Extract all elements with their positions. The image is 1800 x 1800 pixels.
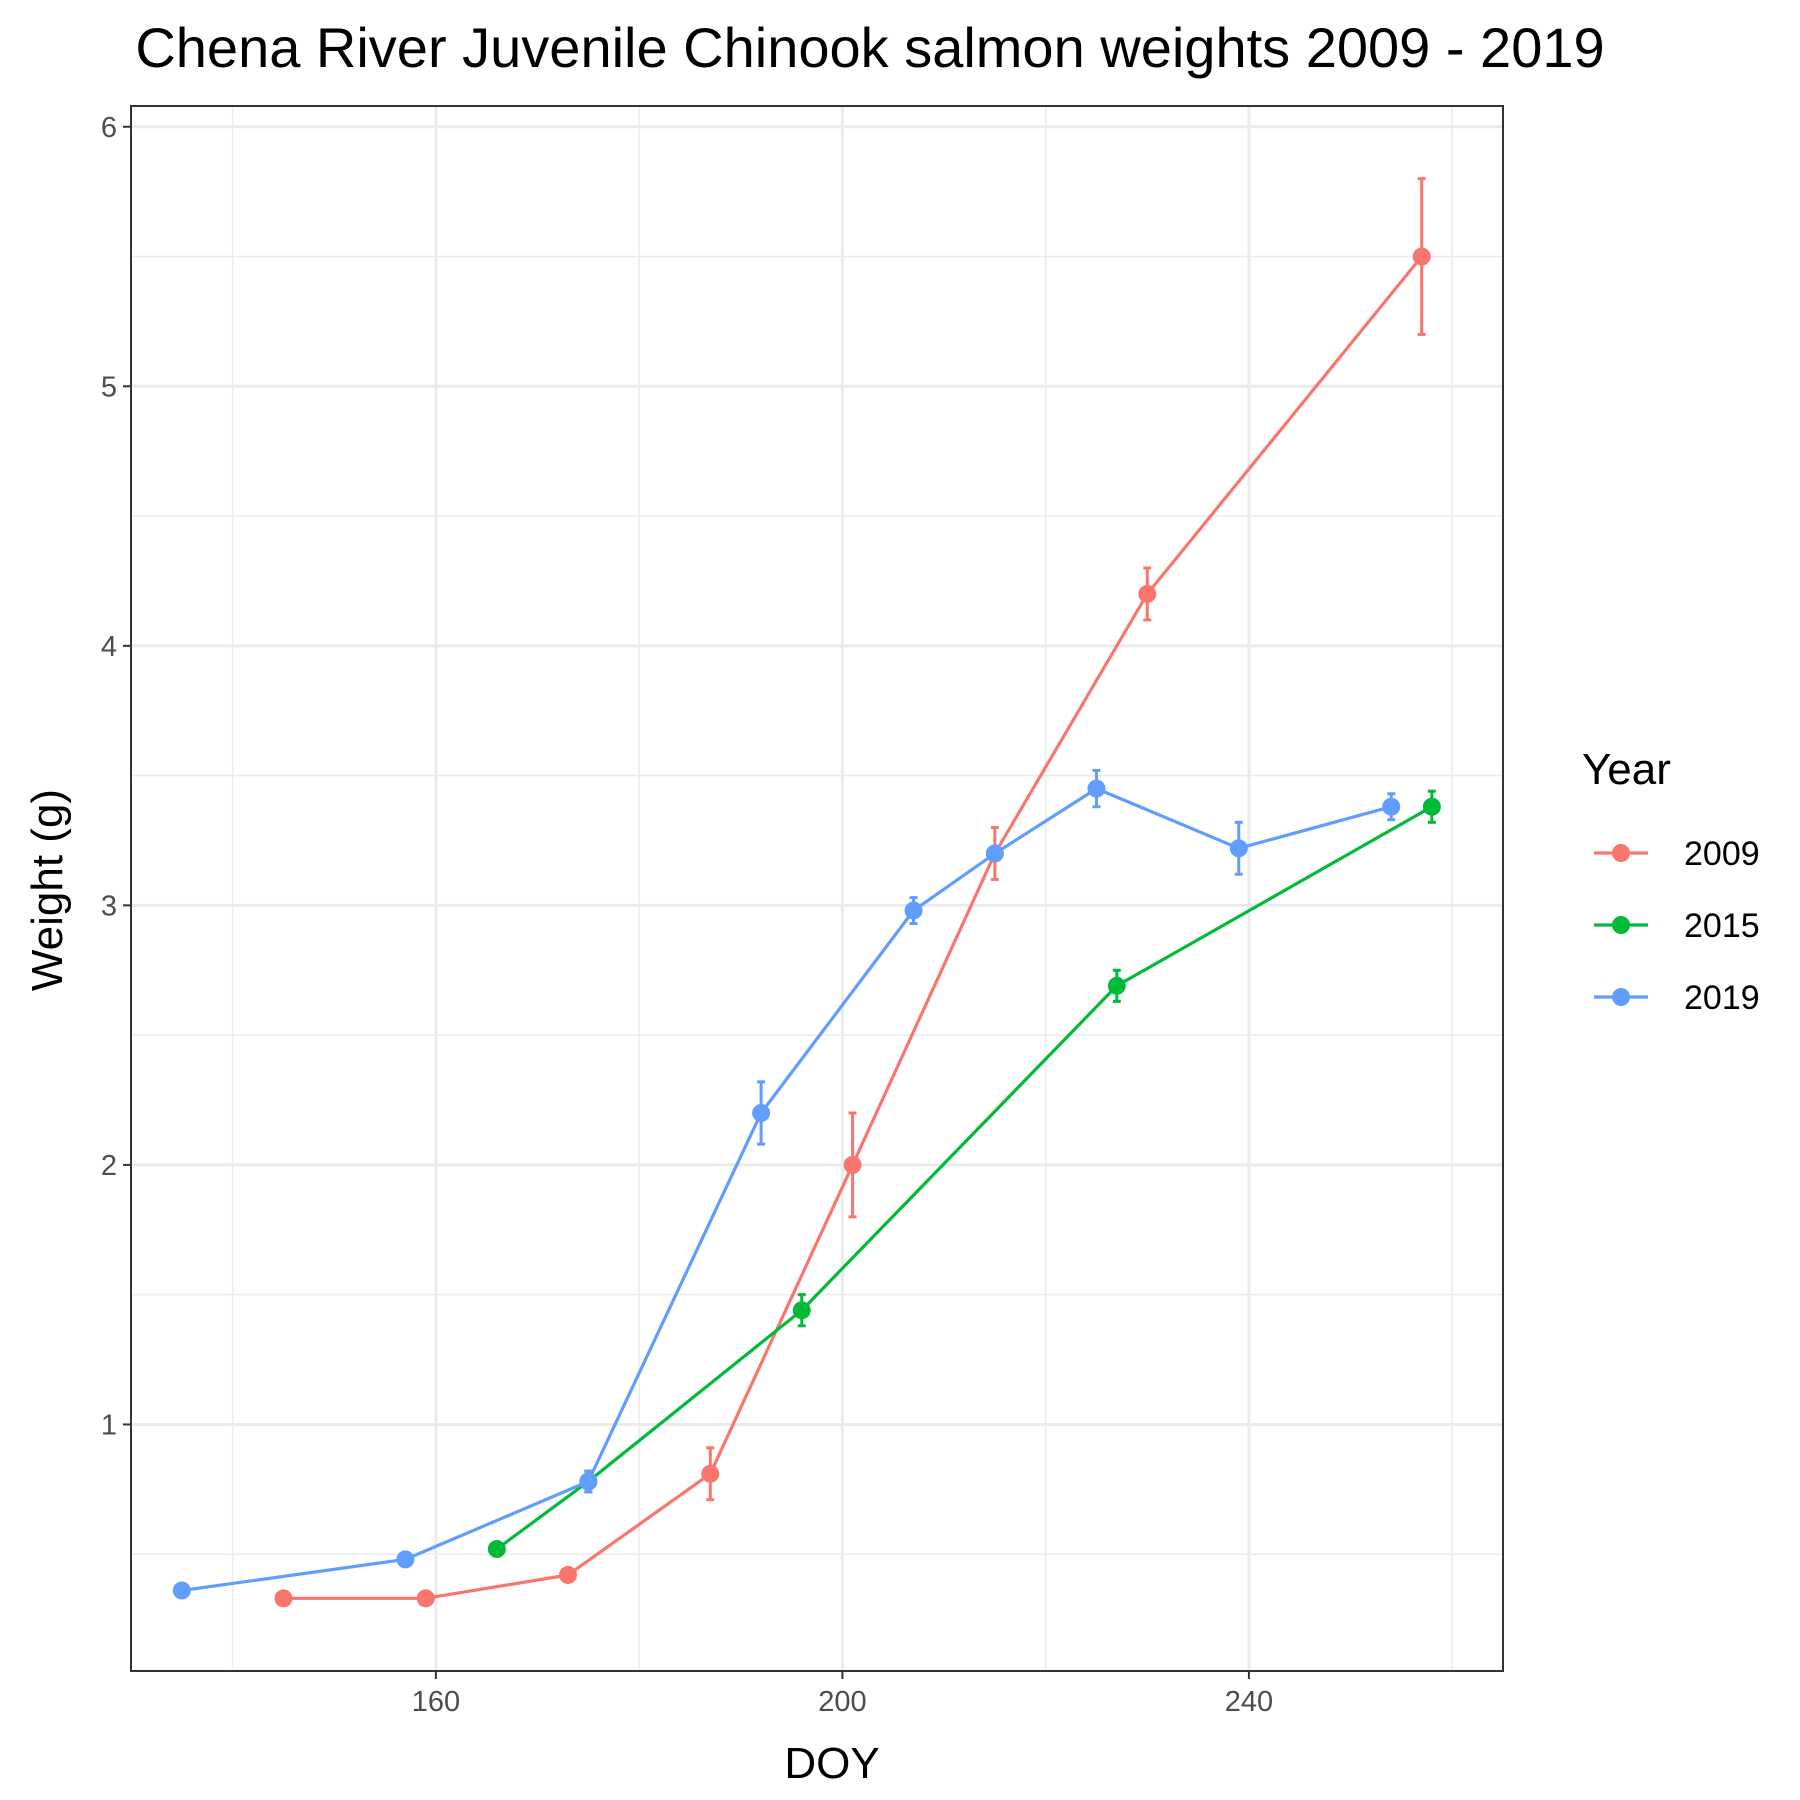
data-point-2015 [1107,976,1126,995]
chart-title: Chena River Juvenile Chinook salmon weig… [135,16,1604,79]
data-point-2019 [579,1472,598,1491]
y-tick-label: 4 [101,631,117,663]
data-point-2019 [396,1550,415,1569]
legend-title: Year [1582,745,1671,794]
x-tick-label: 160 [412,1686,460,1718]
legend-key-point-2009 [1612,844,1630,862]
legend-label-2009: 2009 [1684,835,1760,873]
legend-key-point-2019 [1612,988,1630,1006]
y-axis-title: Weight (g) [23,789,72,991]
data-point-2019 [985,844,1004,863]
data-point-2009 [1412,247,1431,266]
data-point-2019 [904,901,923,920]
x-tick-label: 200 [818,1686,866,1718]
y-tick-label: 2 [101,1150,117,1182]
data-point-2009 [559,1565,578,1584]
legend: Year 2009 2015 2019 [1582,745,1760,1017]
data-point-2019 [1229,839,1248,858]
data-point-2009 [274,1589,293,1608]
data-point-2009 [416,1589,435,1608]
data-point-2019 [752,1103,771,1122]
data-point-2015 [792,1301,811,1320]
plot-area: 160 200 240 1 2 3 4 5 6 [101,105,1504,1718]
legend-label-2019: 2019 [1684,979,1760,1017]
data-point-2019 [1382,797,1401,816]
data-point-2015 [1422,797,1441,816]
panel-border [130,105,1504,1672]
y-tick-label: 5 [101,371,117,403]
y-tick-label: 6 [101,112,117,144]
legend-label-2015: 2015 [1684,907,1760,945]
x-axis-title: DOY [784,1739,879,1788]
y-tick-label: 3 [101,890,117,922]
y-tick-label: 1 [101,1409,117,1441]
data-point-2019 [172,1581,191,1600]
series-line-2009 [283,255,1423,1600]
x-tick-label: 240 [1225,1686,1273,1718]
data-point-2009 [843,1155,862,1174]
panel-background [131,106,1503,1671]
data-point-2015 [487,1540,506,1559]
data-point-2009 [1138,584,1157,603]
legend-key-point-2015 [1612,916,1630,934]
data-point-2019 [1087,779,1106,798]
data-point-2009 [701,1464,720,1483]
